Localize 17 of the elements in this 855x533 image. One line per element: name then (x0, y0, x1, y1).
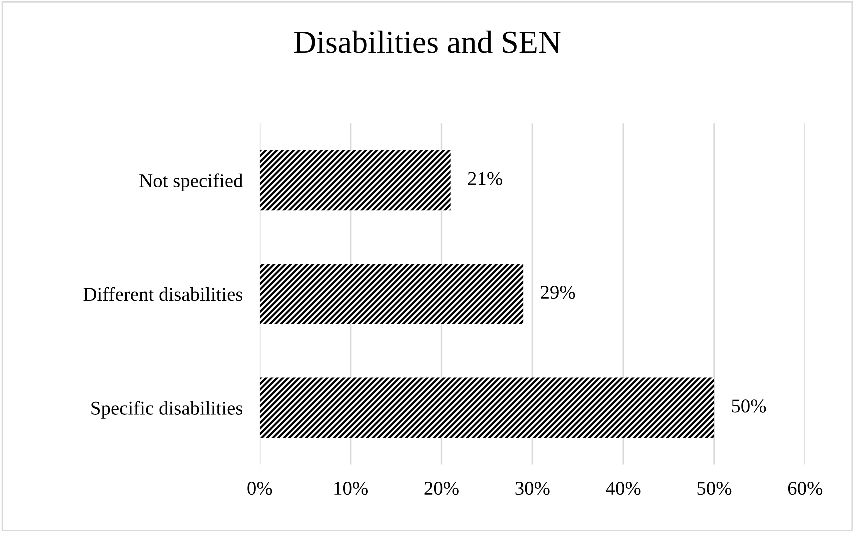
data-label: 21% (468, 172, 502, 186)
x-tick-label: 30% (516, 482, 550, 496)
bar (260, 378, 714, 438)
x-tick-label: 50% (698, 482, 732, 496)
bar (260, 264, 524, 324)
x-tick-label: 60% (788, 482, 823, 496)
chart-title: Disabilities and SEN (294, 30, 561, 54)
data-label: 50% (732, 400, 766, 413)
y-tick-label: Specific disabilities (92, 401, 243, 419)
x-tick-label: 20% (424, 482, 459, 496)
y-tick-label: Different disabilities (84, 287, 243, 302)
x-tick-label: 10% (334, 482, 368, 496)
x-tick-label: 40% (606, 482, 641, 496)
data-label: 29% (541, 286, 576, 300)
bar (260, 150, 451, 211)
x-tick-label: 0% (248, 482, 272, 496)
y-tick-label: Not specified (140, 174, 244, 192)
